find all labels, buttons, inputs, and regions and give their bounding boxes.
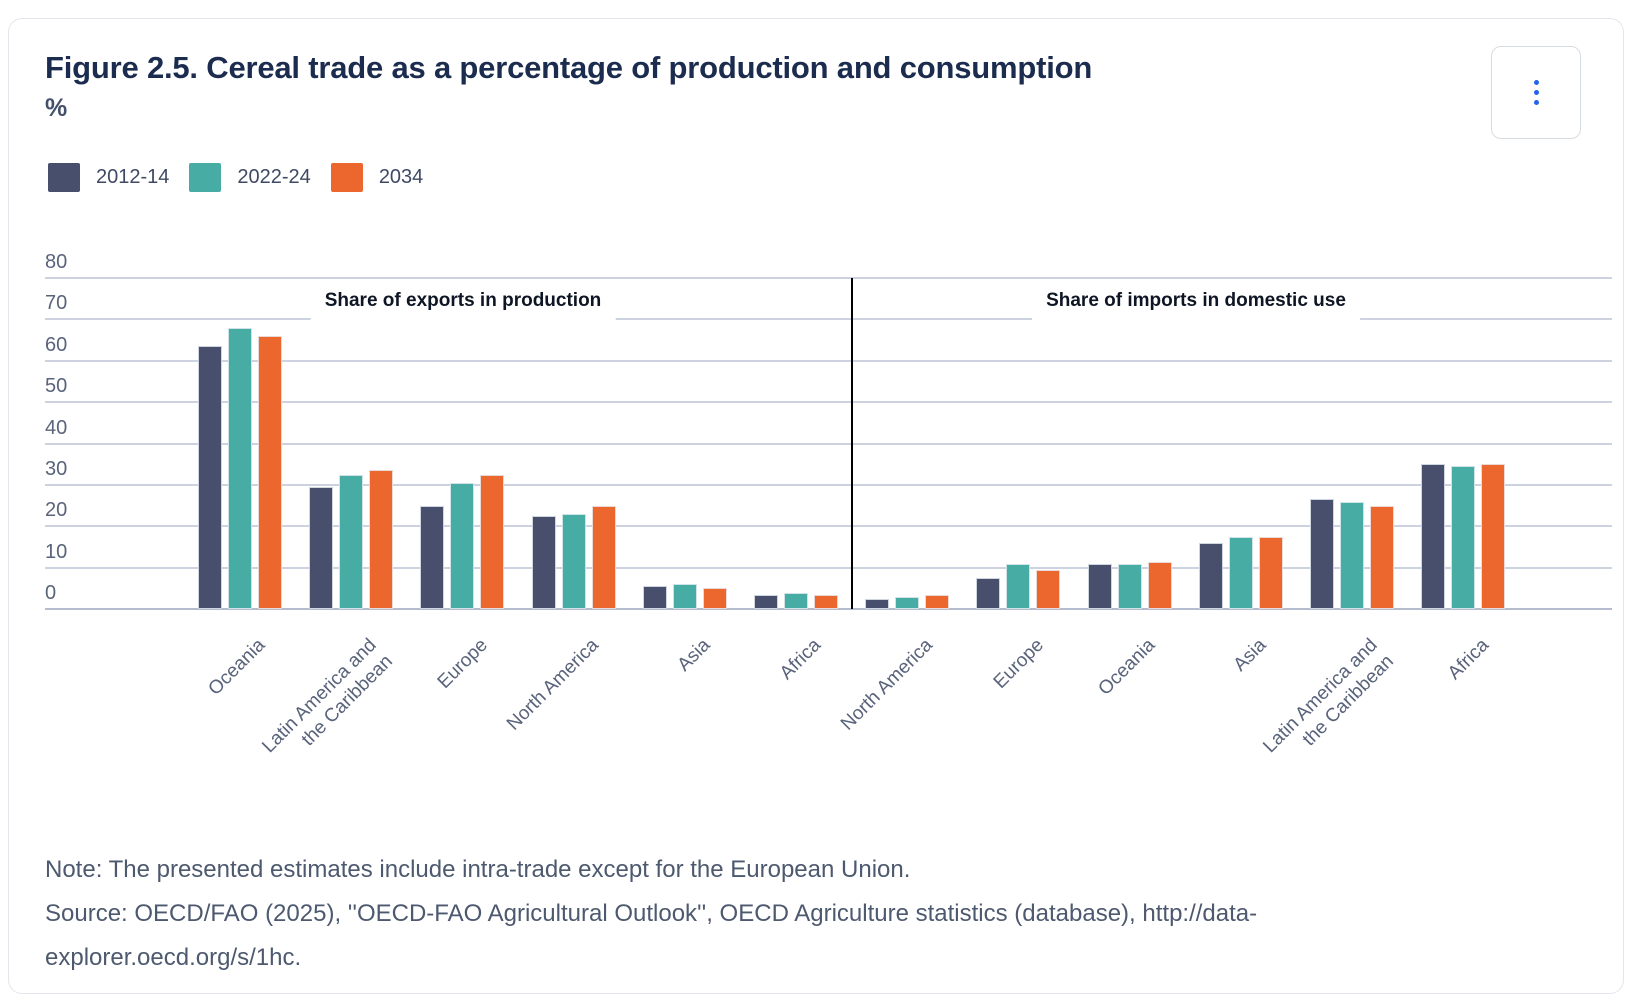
y-axis-unit-label: % bbox=[45, 94, 68, 122]
bar[interactable] bbox=[228, 327, 252, 610]
y-axis-tick-label: 10 bbox=[45, 540, 68, 563]
bar[interactable] bbox=[1117, 563, 1142, 610]
bar[interactable] bbox=[1481, 464, 1506, 610]
legend-label: 2034 bbox=[378, 166, 424, 188]
y-axis-tick-label: 20 bbox=[45, 499, 68, 522]
bar[interactable] bbox=[895, 596, 920, 610]
bar[interactable] bbox=[1451, 466, 1476, 610]
source-line-2: explorer.oecd.org/s/1hc. bbox=[45, 944, 302, 971]
bar[interactable] bbox=[1228, 536, 1253, 610]
bar[interactable] bbox=[369, 470, 394, 610]
gridline-30 bbox=[45, 483, 1612, 486]
legend-swatch bbox=[48, 163, 80, 192]
bar[interactable] bbox=[1006, 563, 1031, 610]
gridline-60 bbox=[45, 359, 1612, 362]
bar[interactable] bbox=[672, 584, 697, 610]
y-axis-tick-label: 40 bbox=[45, 416, 68, 439]
x-axis-category-label: Latin America and the Caribbean bbox=[258, 634, 398, 758]
panel-divider-line bbox=[851, 278, 853, 610]
bar[interactable] bbox=[450, 482, 475, 610]
bar[interactable] bbox=[1340, 501, 1364, 610]
x-axis-category-label: Europe bbox=[433, 634, 492, 693]
figure-note: Note: The presented estimates include in… bbox=[45, 856, 911, 883]
x-axis-category-label: Asia bbox=[1229, 634, 1271, 676]
legend-label: 2022-24 bbox=[237, 166, 311, 188]
legend-label: 2012-14 bbox=[96, 166, 170, 188]
bar[interactable] bbox=[1147, 561, 1172, 610]
bar[interactable] bbox=[1087, 563, 1112, 610]
bar[interactable] bbox=[309, 487, 334, 610]
y-axis-tick-label: 60 bbox=[45, 333, 68, 356]
bar[interactable] bbox=[1198, 542, 1223, 610]
x-axis-category-label: Europe bbox=[989, 634, 1048, 693]
bar[interactable] bbox=[814, 594, 838, 610]
x-axis-category-label: Latin America and the Caribbean bbox=[1259, 634, 1398, 758]
bar[interactable] bbox=[258, 335, 282, 610]
gridline-70 bbox=[45, 318, 1612, 321]
panel-title-exports: Share of exports in production bbox=[310, 288, 616, 330]
source-line-1: Source: OECD/FAO (2025), ''OECD-FAO Agri… bbox=[45, 900, 1258, 927]
bar[interactable] bbox=[1036, 569, 1061, 610]
bar[interactable] bbox=[925, 594, 950, 610]
bar[interactable] bbox=[784, 592, 808, 610]
bar[interactable] bbox=[1310, 499, 1334, 610]
legend-item-2022-24[interactable]: 2022-24 bbox=[189, 163, 311, 192]
bar[interactable] bbox=[420, 505, 445, 610]
x-axis-category-label: Oceania bbox=[204, 634, 270, 700]
x-axis-category-label: North America bbox=[503, 634, 604, 735]
x-axis-category-label: Africa bbox=[1443, 634, 1493, 684]
bar[interactable] bbox=[642, 586, 667, 610]
y-axis-tick-label: 30 bbox=[45, 457, 68, 480]
legend-swatch bbox=[189, 163, 222, 192]
bar[interactable] bbox=[702, 588, 727, 610]
bar[interactable] bbox=[339, 474, 364, 610]
gridline-40 bbox=[45, 442, 1612, 445]
bar[interactable] bbox=[198, 346, 222, 610]
figure-title: Figure 2.5. Cereal trade as a percentage… bbox=[45, 50, 1093, 85]
gridline-0 bbox=[45, 608, 1612, 611]
x-axis-category-label: Oceania bbox=[1094, 634, 1160, 700]
panel-title-imports: Share of imports in domestic use bbox=[1032, 288, 1360, 330]
kebab-vertical-icon bbox=[1533, 80, 1539, 105]
legend-item-2034[interactable]: 2034 bbox=[330, 163, 424, 192]
gridline-50 bbox=[45, 401, 1612, 404]
bar[interactable] bbox=[1421, 464, 1446, 610]
bar[interactable] bbox=[531, 516, 556, 610]
x-axis-category-label: North America bbox=[836, 634, 937, 735]
y-axis-tick-label: 0 bbox=[45, 582, 57, 605]
bar[interactable] bbox=[561, 513, 586, 610]
chart-legend: 2012-14 2022-24 2034 bbox=[48, 163, 423, 192]
gridline-10 bbox=[45, 566, 1612, 569]
gridline-20 bbox=[45, 525, 1612, 528]
y-axis-tick-label: 70 bbox=[45, 292, 68, 315]
bar[interactable] bbox=[591, 505, 616, 610]
options-menu-button[interactable] bbox=[1491, 46, 1581, 139]
bar[interactable] bbox=[976, 578, 1001, 610]
y-axis-tick-label: 50 bbox=[45, 375, 68, 398]
bar[interactable] bbox=[754, 594, 778, 610]
y-axis-tick-label: 80 bbox=[45, 250, 68, 273]
legend-item-2012-14[interactable]: 2012-14 bbox=[48, 163, 169, 192]
bar[interactable] bbox=[1370, 505, 1394, 610]
figure-source: Source: OECD/FAO (2025), ''OECD-FAO Agri… bbox=[45, 892, 1257, 980]
gridline-80 bbox=[45, 276, 1612, 279]
bar[interactable] bbox=[865, 598, 890, 610]
bar[interactable] bbox=[1258, 536, 1283, 610]
legend-swatch bbox=[330, 163, 363, 192]
x-axis-category-label: Africa bbox=[776, 634, 826, 684]
x-axis-category-label: Asia bbox=[673, 634, 715, 676]
bar[interactable] bbox=[480, 474, 505, 610]
